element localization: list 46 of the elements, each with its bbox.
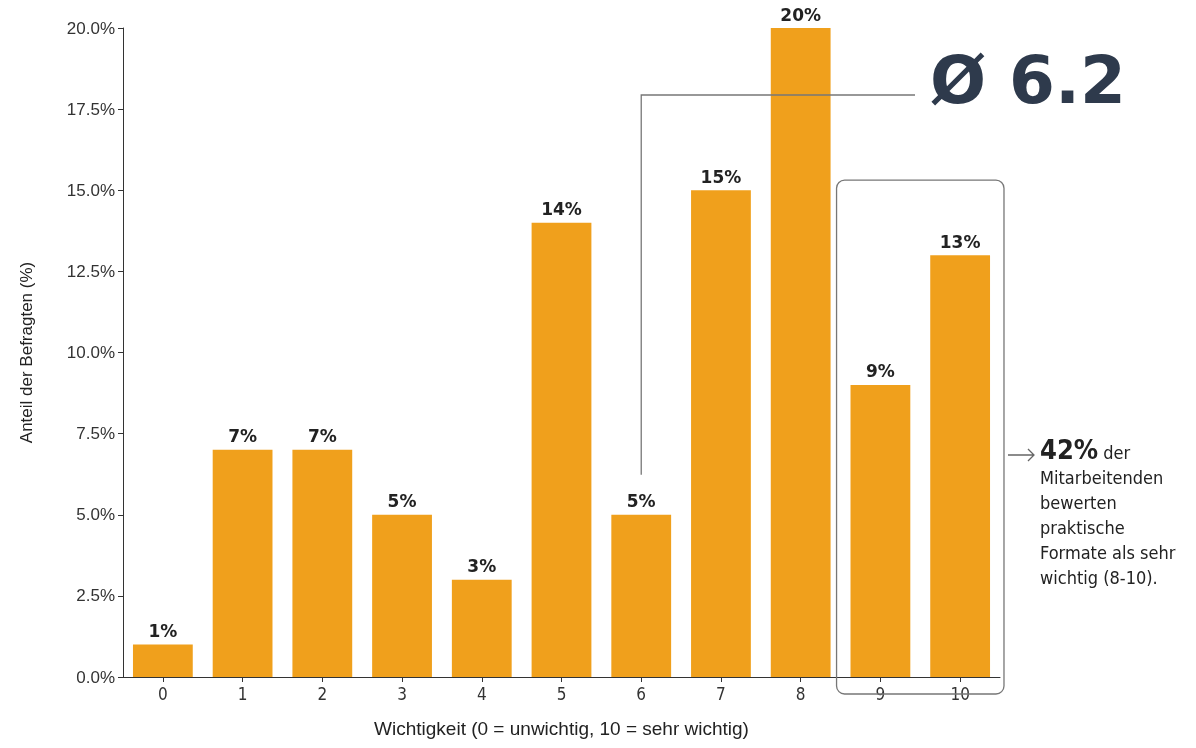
data-label: 14% <box>541 199 582 220</box>
bar <box>850 384 911 677</box>
y-tick-label: 12.5% <box>66 261 115 281</box>
x-tick-label: 0 <box>158 683 168 704</box>
bar <box>930 255 991 677</box>
x-tick-label: 7 <box>716 683 726 704</box>
bar <box>611 514 672 677</box>
x-tick-label: 4 <box>476 683 487 704</box>
bar <box>691 190 751 677</box>
bar <box>451 579 512 677</box>
y-tick-label: 7.5% <box>76 424 115 444</box>
x-axis-title: Wichtigkeit (0 = unwichtig, 10 = sehr wichtig) <box>374 718 749 739</box>
y-tick-label: 10.0% <box>66 343 115 362</box>
y-tick-label: 0.0% <box>76 667 115 687</box>
y-tick-label: 2.5% <box>76 586 115 606</box>
data-label: 20% <box>780 4 822 25</box>
text: 42% der Mitarbeitenden bewerten praktische Formate als sehr wichtig (8-10). <box>1039 434 1177 590</box>
bar <box>292 449 353 677</box>
x-tick-label: 2 <box>317 683 328 704</box>
bar <box>770 28 831 677</box>
x-tick-label: 6 <box>636 683 647 704</box>
x-tick-label: 9 <box>875 683 886 704</box>
data-label: 7% <box>228 426 258 447</box>
data-label: 5% <box>626 491 656 512</box>
data-label: 13% <box>939 231 981 252</box>
x-tick-label: 1 <box>237 683 248 704</box>
y-tick-label: 15.0% <box>66 180 115 200</box>
annotation: Ø 6.2 <box>930 42 1127 119</box>
x-tick-label: 3 <box>397 683 407 704</box>
data-label: 15% <box>700 166 742 187</box>
x-tick-label: 5 <box>556 683 567 704</box>
data-label: 9% <box>865 361 895 382</box>
bar <box>531 222 592 677</box>
data-label: 1% <box>148 621 178 642</box>
bar <box>132 644 193 677</box>
data-label: 5% <box>387 491 417 512</box>
y-tick-label: 20.0% <box>66 18 115 38</box>
bar <box>212 449 273 677</box>
x-tick-label: 10 <box>950 683 970 704</box>
data-label: 3% <box>467 556 497 577</box>
y-tick-label: 17.5% <box>66 99 115 119</box>
y-tick-label: 5.0% <box>76 505 115 525</box>
bar <box>372 514 432 677</box>
y-axis-title: Anteil der Befragten (%) <box>17 261 36 444</box>
data-label: 7% <box>307 426 337 447</box>
x-tick-label: 8 <box>795 683 806 704</box>
